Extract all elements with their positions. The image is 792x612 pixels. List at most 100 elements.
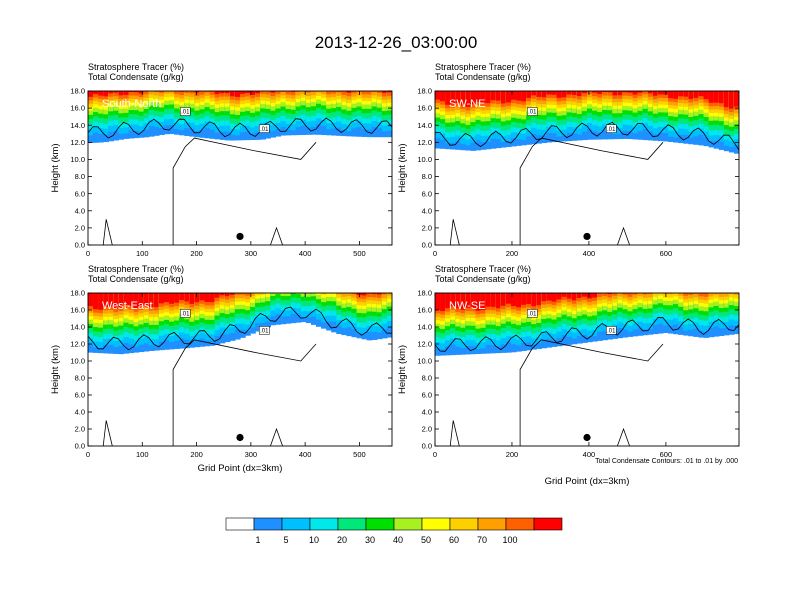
y-tick-label: 14.0 (417, 121, 432, 130)
tracer-band (143, 91, 150, 95)
tracer-band (366, 293, 373, 297)
tracer-band (98, 91, 104, 96)
tracer-band (445, 293, 451, 309)
tracer-band (688, 293, 694, 299)
tracer-band (376, 91, 383, 97)
tracer-band (108, 293, 114, 307)
y-tick-label: 16.0 (417, 306, 432, 315)
tracer-band (295, 91, 302, 96)
tracer-band (219, 293, 226, 296)
tracer-band (194, 91, 201, 93)
tracer-band (153, 91, 160, 92)
y-tick-label: 8.0 (75, 172, 85, 181)
tracer-band (128, 293, 135, 307)
tracer-band (174, 91, 180, 98)
tracer-band (490, 91, 497, 101)
contour-line (519, 339, 664, 446)
tracer-band (381, 91, 388, 97)
tracer-band (698, 293, 705, 297)
tracer-band (164, 91, 170, 98)
tracer-band (526, 293, 532, 305)
y-tick-label: 0.0 (75, 442, 85, 451)
tracer-band (728, 293, 735, 295)
contour-label: .01 (528, 110, 537, 116)
panel-header-tracer: Stratosphere Tracer (%) (435, 264, 531, 274)
tracer-band (678, 293, 684, 300)
tracer-band (622, 293, 629, 299)
tracer-band (505, 293, 512, 304)
tracer-band (551, 293, 558, 302)
tracer-band (698, 91, 705, 97)
x-tick-label: 200 (506, 450, 519, 459)
tracer-band (331, 91, 337, 94)
tracer-band (138, 293, 145, 307)
tracer-band (123, 293, 130, 305)
tracer-band (113, 293, 119, 309)
y-tick-label: 14.0 (70, 121, 85, 130)
tracer-band (617, 91, 624, 96)
tracer-band (371, 91, 378, 92)
tracer-band (450, 91, 456, 105)
x-tick-label: 500 (353, 450, 366, 459)
tracer-band (627, 293, 634, 297)
tracer-band (300, 293, 307, 301)
tracer-band (647, 293, 654, 298)
tracer-band (511, 293, 517, 306)
tracer-band (566, 91, 573, 95)
colorbar-swatch (225, 517, 255, 531)
tracer-band (275, 293, 282, 299)
x-tick-label: 100 (136, 450, 149, 459)
tracer-band (703, 293, 710, 297)
tracer-band (381, 91, 388, 93)
tracer-band (366, 91, 373, 98)
colorbar-swatch (281, 517, 311, 531)
tracer-band (108, 91, 114, 94)
tracer-band (300, 91, 307, 95)
tracer-band (331, 293, 337, 302)
tracer-band (688, 293, 694, 295)
tracer-band (450, 293, 456, 307)
tracer-band (371, 293, 378, 298)
tracer-band (143, 91, 150, 98)
tracer-band (526, 91, 532, 98)
tracer-band (602, 91, 608, 96)
contour-line (172, 339, 317, 446)
tracer-band (285, 293, 292, 296)
tracer-band (316, 91, 322, 93)
y-tick-label: 18.0 (417, 87, 432, 96)
tracer-band (566, 293, 573, 299)
tracer-band (326, 293, 332, 297)
contour-line (519, 137, 664, 245)
tracer-band (657, 293, 664, 296)
y-tick-label: 4.0 (422, 206, 432, 215)
tracer-band (346, 91, 353, 93)
tracer-band (305, 293, 312, 297)
tracer-band (642, 293, 649, 295)
tracer-band (647, 293, 654, 294)
panel-header-condensate: Total Condensate (g/kg) (88, 274, 184, 284)
panel-header-condensate: Total Condensate (g/kg) (435, 274, 531, 284)
tracer-band (169, 91, 175, 94)
tracer-band (245, 91, 251, 94)
y-tick-label: 8.0 (422, 172, 432, 181)
tracer-band (270, 293, 277, 301)
tracer-band (316, 293, 322, 295)
y-tick-label: 16.0 (70, 306, 85, 315)
tracer-band (627, 91, 634, 97)
tracer-band (240, 91, 246, 98)
tracer-band (321, 91, 327, 98)
tracer-band (602, 91, 608, 93)
tracer-band (361, 91, 368, 95)
tracer-band (642, 91, 649, 98)
tracer-band (224, 91, 231, 97)
x-tick-label: 100 (136, 249, 149, 258)
contour-line (270, 226, 283, 245)
tracer-band (647, 91, 654, 97)
y-tick-label: 18.0 (417, 289, 432, 298)
tracer-band (475, 293, 482, 311)
colorbar-label: 40 (393, 535, 403, 545)
tracer-band (445, 91, 451, 105)
tracer-band (88, 91, 94, 97)
x-tick-label: 400 (583, 249, 596, 258)
tracer-band (234, 91, 241, 97)
